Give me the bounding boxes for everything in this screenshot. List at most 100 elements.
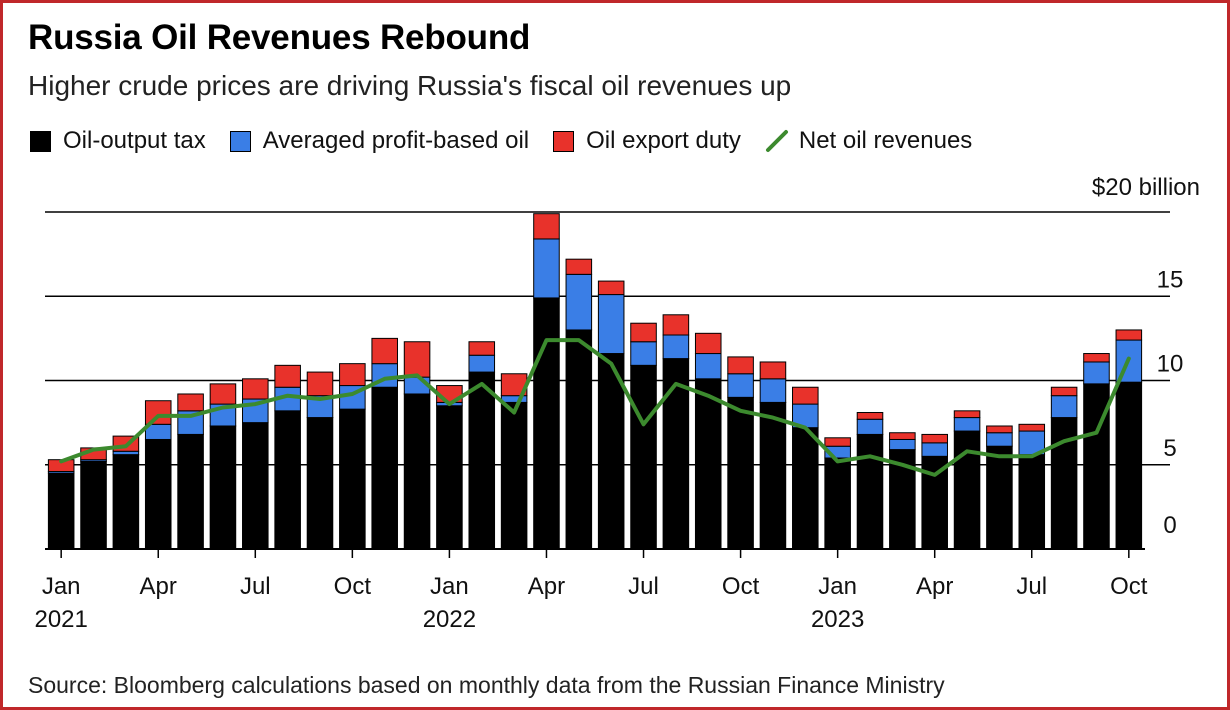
legend-item-profit-based: Averaged profit-based oil — [229, 127, 530, 155]
bar-oil-output-tax-24 — [824, 457, 851, 550]
bar-oil-output-tax-25 — [856, 433, 884, 550]
bar-export-duty-26 — [889, 432, 916, 440]
bar-profit-based-32 — [1083, 361, 1110, 385]
chart-legend: Oil-output tax Averaged profit-based oil… — [30, 124, 996, 158]
bar-export-duty-5 — [209, 383, 237, 405]
bar-export-duty-21 — [727, 356, 754, 375]
x-tick-year-12: 2022 — [423, 606, 476, 633]
bar-export-duty-27 — [921, 433, 948, 444]
x-tick-label-18: Jul — [628, 573, 659, 600]
bar-oil-output-tax-11 — [403, 393, 431, 550]
legend-swatch-oil-output-tax — [30, 130, 51, 152]
x-tick-label-27: Apr — [916, 573, 953, 600]
bar-export-duty-25 — [856, 412, 884, 420]
bar-oil-output-tax-15 — [533, 297, 560, 550]
bar-export-duty-23 — [792, 386, 819, 405]
bar-profit-based-16 — [565, 273, 593, 331]
x-tick-label-33: Oct — [1110, 573, 1148, 600]
bar-oil-output-tax-28 — [953, 430, 981, 550]
legend-label-net: Net oil revenues — [798, 127, 973, 154]
bar-oil-output-tax-21 — [727, 396, 754, 550]
bar-export-duty-7 — [274, 364, 301, 388]
bar-export-duty-18 — [630, 322, 657, 343]
legend-item-export-duty: Oil export duty — [553, 127, 741, 155]
bar-oil-output-tax-2 — [112, 454, 140, 550]
bar-oil-output-tax-4 — [177, 433, 204, 550]
bar-oil-output-tax-0 — [47, 472, 75, 550]
bar-oil-output-tax-10 — [371, 386, 398, 550]
y-tick-label-15: 15 — [1157, 266, 1184, 293]
x-tick-label-24: Jan — [818, 573, 857, 600]
bar-oil-output-tax-1 — [80, 460, 107, 550]
x-tick-year-0: 2021 — [34, 606, 87, 633]
bar-profit-based-13 — [468, 354, 496, 373]
bar-oil-output-tax-8 — [306, 417, 334, 550]
bar-oil-output-tax-30 — [1018, 454, 1046, 550]
bar-oil-output-tax-9 — [339, 408, 366, 550]
bar-oil-output-tax-13 — [468, 371, 496, 550]
bar-oil-output-tax-7 — [274, 410, 301, 550]
y-tick-label-10: 10 — [1157, 351, 1184, 378]
bar-oil-output-tax-23 — [792, 427, 819, 550]
bar-export-duty-10 — [371, 337, 398, 365]
bar-oil-output-tax-22 — [759, 401, 787, 550]
source-note: Source: Bloomberg calculations based on … — [28, 672, 945, 698]
bar-profit-based-26 — [889, 438, 916, 451]
bar-export-duty-32 — [1083, 353, 1110, 363]
x-tick-label-30: Jul — [1016, 573, 1047, 600]
bar-profit-based-22 — [759, 378, 787, 403]
bar-export-duty-9 — [339, 363, 366, 387]
bar-export-duty-31 — [1050, 386, 1078, 397]
x-tick-label-0: Jan — [42, 573, 81, 600]
bar-oil-output-tax-29 — [986, 445, 1013, 550]
y-tick-label-5: 5 — [1163, 435, 1176, 462]
bar-oil-output-tax-19 — [662, 358, 690, 550]
legend-swatch-profit-based — [229, 130, 251, 152]
bar-profit-based-29 — [986, 432, 1013, 447]
bar-export-duty-4 — [177, 393, 204, 412]
chart-title: Russia Oil Revenues Rebound — [28, 18, 531, 57]
y-tick-label-20: $20 billion — [1092, 174, 1200, 201]
bar-export-duty-33 — [1115, 329, 1143, 341]
x-tick-label-6: Jul — [240, 573, 271, 600]
bar-export-duty-17 — [597, 280, 625, 296]
bar-profit-based-19 — [662, 334, 690, 360]
bar-profit-based-17 — [597, 294, 625, 355]
legend-line-swatch-net — [765, 130, 788, 152]
bar-oil-output-tax-6 — [242, 422, 269, 550]
bar-profit-based-28 — [953, 417, 981, 432]
bar-oil-output-tax-3 — [144, 438, 172, 550]
bar-export-duty-3 — [144, 400, 172, 425]
bar-export-duty-22 — [759, 361, 787, 380]
bar-oil-output-tax-17 — [597, 353, 625, 550]
legend-item-net: Net oil revenues — [765, 127, 972, 155]
legend-label-export-duty: Oil export duty — [586, 127, 741, 154]
legend-item-oil-output-tax: Oil-output tax — [30, 127, 206, 155]
bar-export-duty-6 — [242, 378, 269, 400]
bar-export-duty-19 — [662, 314, 690, 336]
legend-label-oil-output-tax: Oil-output tax — [63, 127, 206, 154]
bar-export-duty-30 — [1018, 423, 1046, 432]
x-tick-label-15: Apr — [528, 573, 565, 600]
bar-export-duty-11 — [403, 341, 431, 378]
bar-profit-based-21 — [727, 373, 754, 398]
bar-export-duty-13 — [468, 341, 496, 356]
chart-subtitle: Higher crude prices are driving Russia's… — [28, 70, 792, 101]
x-tick-label-9: Oct — [334, 573, 372, 600]
bar-export-duty-15 — [533, 213, 560, 240]
bar-export-duty-29 — [986, 425, 1013, 434]
bar-profit-based-31 — [1050, 395, 1078, 419]
bar-profit-based-20 — [694, 353, 722, 380]
x-tick-label-21: Oct — [722, 573, 760, 600]
bar-oil-output-tax-18 — [630, 364, 657, 550]
legend-label-profit-based: Averaged profit-based oil — [262, 127, 530, 154]
bar-export-duty-20 — [694, 332, 722, 355]
bar-oil-output-tax-20 — [694, 378, 722, 550]
bar-profit-based-18 — [630, 341, 657, 366]
bar-export-duty-8 — [306, 371, 334, 397]
bar-export-duty-16 — [565, 258, 593, 275]
bar-oil-output-tax-14 — [500, 401, 528, 550]
x-tick-year-24: 2023 — [811, 606, 864, 633]
legend-swatch-export-duty — [553, 130, 575, 152]
bar-export-duty-24 — [824, 437, 851, 447]
